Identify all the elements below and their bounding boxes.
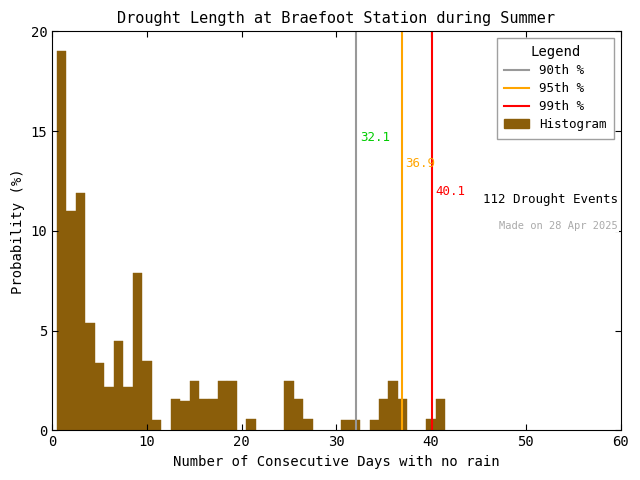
Text: 40.1: 40.1 — [436, 185, 466, 198]
Bar — [76, 193, 85, 431]
Bar — [351, 420, 360, 431]
Bar — [57, 51, 67, 431]
Bar — [218, 381, 227, 431]
99th % — [428, 428, 436, 433]
Bar — [142, 360, 152, 431]
Bar — [246, 419, 256, 431]
Text: 32.1: 32.1 — [360, 131, 390, 144]
Title: Drought Length at Braefoot Station during Summer: Drought Length at Braefoot Station durin… — [117, 11, 556, 26]
Bar — [398, 398, 408, 431]
Bar — [209, 398, 218, 431]
95th % — [398, 428, 406, 433]
Bar — [104, 386, 114, 431]
Bar — [67, 211, 76, 431]
Bar — [341, 420, 351, 431]
Legend: 90th %, 95th %, 99th %, Histogram: 90th %, 95th %, 99th %, Histogram — [497, 38, 614, 139]
Bar — [199, 398, 209, 431]
Bar — [114, 341, 124, 431]
Bar — [152, 420, 161, 431]
Bar — [180, 400, 189, 431]
Bar — [124, 386, 132, 431]
90th % — [353, 428, 360, 433]
X-axis label: Number of Consecutive Days with no rain: Number of Consecutive Days with no rain — [173, 455, 500, 469]
95th % — [398, 408, 406, 413]
Bar — [189, 381, 199, 431]
Text: 112 Drought Events: 112 Drought Events — [483, 193, 618, 206]
Bar — [426, 419, 436, 431]
Bar — [388, 381, 398, 431]
99th % — [428, 408, 436, 413]
Text: 36.9: 36.9 — [406, 157, 436, 170]
Y-axis label: Probability (%): Probability (%) — [11, 168, 25, 294]
Bar — [379, 398, 388, 431]
Bar — [85, 323, 95, 431]
Bar — [303, 419, 313, 431]
Bar — [369, 420, 379, 431]
Bar — [95, 362, 104, 431]
Bar — [132, 273, 142, 431]
Bar — [227, 381, 237, 431]
Bar — [436, 398, 445, 431]
Bar — [294, 398, 303, 431]
90th % — [353, 408, 360, 413]
Bar — [284, 381, 294, 431]
Bar — [171, 398, 180, 431]
Text: Made on 28 Apr 2025: Made on 28 Apr 2025 — [499, 221, 618, 231]
